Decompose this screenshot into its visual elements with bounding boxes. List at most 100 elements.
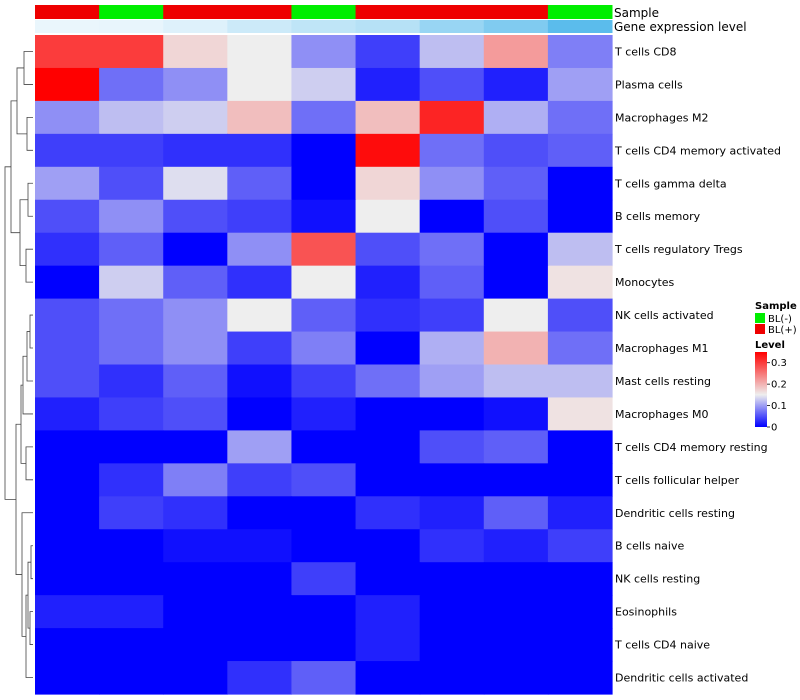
heatmap-cell: [163, 463, 228, 497]
heatmap-cell: [227, 364, 293, 399]
heatmap-cell: [227, 133, 293, 168]
heatmap-cell: [35, 232, 100, 267]
heatmap-cell: [227, 298, 293, 333]
heatmap-cell: [547, 364, 613, 399]
row-label: Plasma cells: [615, 78, 683, 91]
gene-expression-annotation-cell: [227, 20, 292, 33]
heatmap-cell: [99, 232, 164, 267]
heatmap-cell: [419, 430, 485, 464]
heatmap-cell: [35, 496, 100, 530]
heatmap-cell: [35, 166, 100, 201]
heatmap-cell: [419, 628, 485, 662]
sample-annotation-cell: [483, 5, 549, 19]
heatmap-cell: [483, 529, 549, 563]
heatmap-cell: [483, 628, 549, 662]
dendrogram-branch: [4, 166, 16, 500]
heatmap-cell: [483, 100, 549, 135]
heatmap-cell: [355, 166, 421, 201]
row-label: B cells naive: [615, 540, 684, 553]
heatmap-cell: [419, 100, 485, 135]
heatmap-cell: [227, 595, 293, 629]
gene-expression-annotation-bar: [35, 20, 613, 33]
heatmap-cell: [163, 199, 228, 234]
heatmap-cell: [35, 265, 100, 300]
heatmap-cell: [99, 298, 164, 333]
heatmap-cell: [35, 35, 100, 69]
legend-level-colorbar: [755, 352, 767, 427]
heatmap-cell: [163, 661, 228, 695]
dendrogram-branch: [29, 611, 33, 645]
heatmap-cell: [227, 199, 293, 234]
heatmap-cell: [99, 67, 164, 102]
heatmap-cell: [291, 331, 357, 366]
heatmap-cell: [355, 397, 421, 431]
heatmap-cell: [99, 661, 164, 695]
row-label: Dendritic cells resting: [615, 507, 735, 520]
dendrogram-branch: [30, 545, 33, 580]
dendrogram-branch: [19, 199, 28, 267]
heatmap-cell: [291, 35, 357, 69]
sample-annotation-cell: [227, 5, 292, 19]
heatmap-cell: [227, 166, 293, 201]
heatmap-cell: [355, 265, 421, 300]
heatmap-cell: [35, 199, 100, 234]
row-label: Eosinophils: [615, 606, 677, 619]
heatmap-cell: [483, 397, 549, 431]
heatmap-cell: [547, 463, 613, 497]
heatmap-cell: [227, 331, 293, 366]
heatmap-cell: [227, 397, 293, 431]
legend-sample-swatch: [755, 313, 765, 323]
legend-sample-title: Sample: [755, 301, 797, 312]
heatmap-cell: [483, 496, 549, 530]
row-label: Macrophages M1: [615, 342, 708, 355]
heatmap-cell: [483, 463, 549, 497]
heatmap-cell: [99, 529, 164, 563]
heatmap-cell: [547, 430, 613, 464]
heatmap-cell: [483, 67, 549, 102]
heatmap-cell: [35, 331, 100, 366]
row-label: NK cells resting: [615, 573, 700, 586]
legend-sample-label: BL(-): [768, 314, 792, 325]
sample-annotation-cell: [291, 5, 357, 19]
heatmap-cell: [227, 628, 293, 662]
gene-expression-annotation-cell: [355, 20, 421, 33]
heatmap-cell: [547, 661, 613, 695]
heatmap-cell: [547, 628, 613, 662]
heatmap-cell: [227, 562, 293, 596]
heatmap-cell: [291, 133, 357, 168]
heatmap-cell: [419, 265, 485, 300]
sample-annotation-cell: [547, 5, 613, 19]
heatmap-cell: [419, 562, 485, 596]
heatmap-cell: [419, 595, 485, 629]
heatmap-cell: [547, 331, 613, 366]
heatmap-cell: [483, 199, 549, 234]
heatmap-cell: [547, 397, 613, 431]
gene-expression-annotation-cell: [99, 20, 164, 33]
heatmap-cell: [163, 298, 228, 333]
heatmap-cell: [483, 331, 549, 366]
heatmap-cell: [355, 661, 421, 695]
heatmap-cell: [291, 661, 357, 695]
legend: Sample BL(-)BL(+) Level 0.3 0.2 0.1 0: [755, 301, 797, 434]
heatmap-cell: [355, 463, 421, 497]
heatmap-cell: [547, 232, 613, 267]
heatmap-cell: [99, 199, 164, 234]
row-label: Macrophages M0: [615, 408, 708, 421]
sample-annotation-cell: [355, 5, 421, 19]
heatmap-cell: [291, 628, 357, 662]
row-label: T cells gamma delta: [614, 177, 727, 190]
heatmap-cell: [291, 232, 357, 267]
heatmap-cell: [35, 628, 100, 662]
heatmap-cell: [355, 496, 421, 530]
heatmap-cell: [291, 595, 357, 629]
heatmap-cell: [35, 661, 100, 695]
heatmap-cell: [355, 298, 421, 333]
heatmap-cell: [35, 298, 100, 333]
sample-annotation-cell: [163, 5, 228, 19]
heatmap-cell: [419, 364, 485, 399]
legend-sample-swatch: [755, 324, 765, 334]
heatmap-cell: [99, 463, 164, 497]
dendrogram-branch: [25, 248, 33, 283]
heatmap-cell: [355, 100, 421, 135]
